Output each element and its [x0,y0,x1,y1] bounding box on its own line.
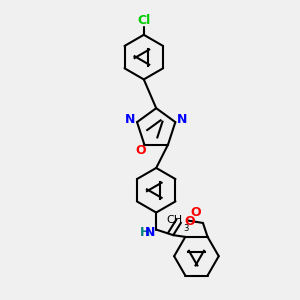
Text: CH: CH [167,215,183,226]
Text: N: N [145,226,155,238]
Text: O: O [135,144,146,157]
Text: O: O [190,206,200,219]
Text: O: O [184,215,195,228]
Text: N: N [177,113,187,126]
Text: 3: 3 [183,224,189,233]
Text: H: H [140,226,151,238]
Text: Cl: Cl [137,14,150,27]
Text: N: N [125,113,136,126]
